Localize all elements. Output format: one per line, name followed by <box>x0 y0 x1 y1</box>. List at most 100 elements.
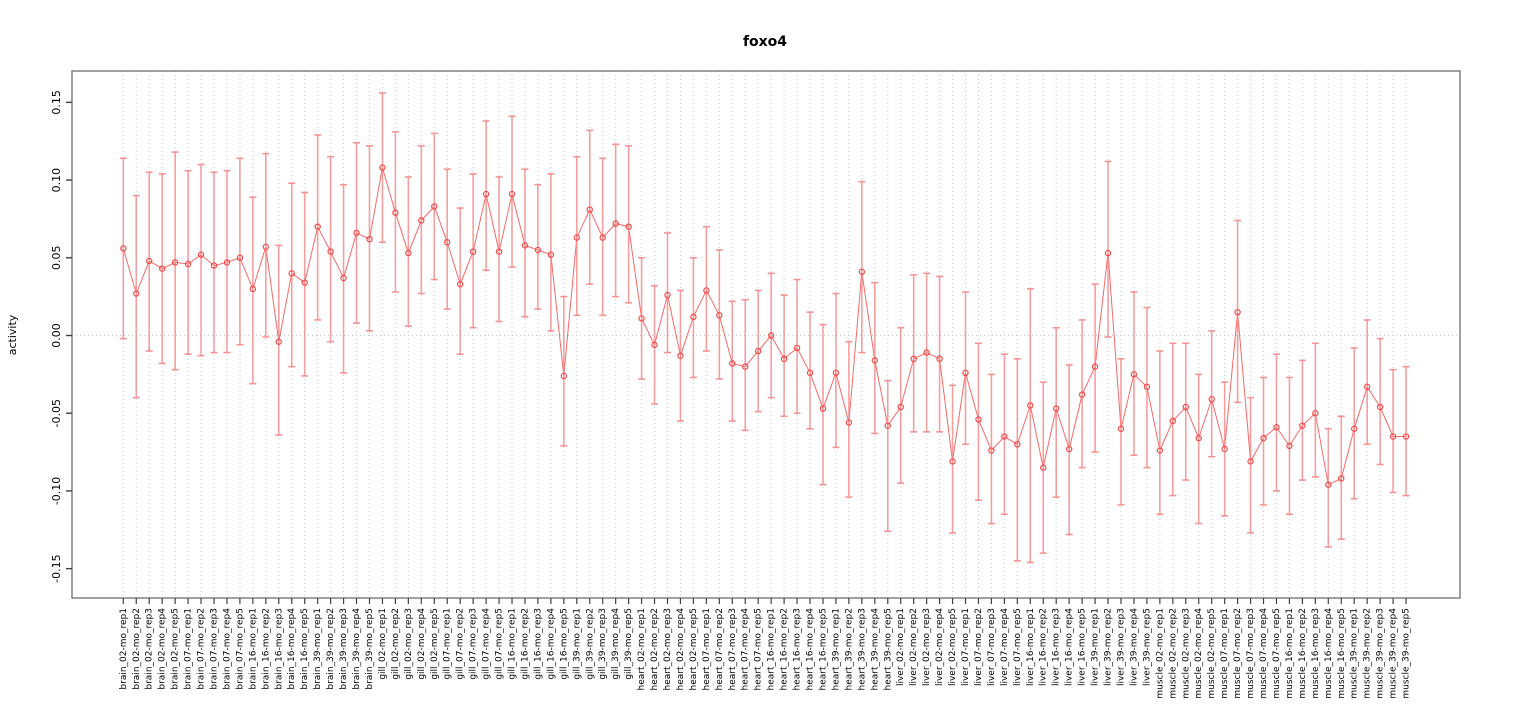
data-point <box>353 229 360 237</box>
data-point <box>780 355 788 363</box>
x-tick-label: gill_39-mo_rep4 <box>611 608 621 680</box>
data-point <box>612 220 619 227</box>
x-tick-label: gill_07-mo_rep1 <box>443 608 453 680</box>
x-tick-label: muscle_07-mo_rep3 <box>1246 608 1256 699</box>
x-tick-label: brain_39-mo_rep1 <box>313 608 323 690</box>
x-tick-label: heart_07-mo_rep3 <box>728 608 738 690</box>
data-point <box>1156 447 1164 454</box>
x-tick-label: liver_39-mo_rep4 <box>1129 608 1139 686</box>
x-tick-label: liver_39-mo_rep3 <box>1116 608 1126 686</box>
x-tick-label: heart_02-mo_rep4 <box>676 608 686 691</box>
x-tick-label: gill_02-mo_rep2 <box>391 608 401 680</box>
data-point <box>962 369 969 377</box>
data-point <box>1299 422 1306 429</box>
x-tick-label: muscle_07-mo_rep2 <box>1233 608 1243 699</box>
x-tick-label: brain_39-mo_rep2 <box>326 608 336 690</box>
data-point <box>301 279 308 286</box>
x-tick-label: heart_07-mo_rep2 <box>715 608 725 690</box>
data-point <box>508 190 516 198</box>
data-point <box>469 248 477 255</box>
data-point <box>158 265 166 272</box>
x-tick-label: gill_07-mo_rep3 <box>469 608 479 680</box>
x-tick-label: muscle_39-mo_rep3 <box>1376 608 1386 699</box>
data-point <box>146 257 153 265</box>
x-tick-label: liver_39-mo_rep2 <box>1104 608 1114 686</box>
grid-layer <box>72 71 1460 598</box>
x-tick-label: heart_07-mo_rep5 <box>754 608 764 690</box>
data-point <box>1351 425 1358 432</box>
data-point <box>495 248 503 255</box>
y-tick-label: 0.15 <box>50 90 63 115</box>
data-point <box>664 291 671 299</box>
x-tick-label: heart_39-mo_rep4 <box>870 608 880 691</box>
data-point <box>1091 363 1099 370</box>
data-point <box>1234 308 1241 316</box>
x-tick-label: gill_02-mo_rep3 <box>404 608 414 680</box>
y-axis-label: activity <box>6 314 19 355</box>
data-point <box>197 251 205 258</box>
data-point <box>806 369 814 377</box>
x-tick-label: muscle_16-mo_rep3 <box>1311 608 1321 699</box>
y-tick-label: 0.05 <box>50 246 63 271</box>
x-tick-label: brain_16-mo_rep3 <box>274 608 284 690</box>
y-tick-label: -0.15 <box>50 554 63 582</box>
data-point <box>1325 481 1332 488</box>
x-tick-label: gill_07-mo_rep2 <box>456 608 466 680</box>
x-tick-label: gill_39-mo_rep1 <box>572 608 582 680</box>
y-tick-label: 0.00 <box>50 323 63 348</box>
data-point <box>754 347 762 355</box>
data-point <box>767 332 775 339</box>
data-point <box>1286 442 1293 450</box>
data-point <box>1027 402 1034 409</box>
data-point <box>314 223 321 230</box>
data-point <box>1117 425 1125 432</box>
x-tick-label: liver_07-mo_rep1 <box>961 608 971 686</box>
x-tick-label: gill_16-mo_rep4 <box>546 608 556 680</box>
data-point <box>1208 396 1215 403</box>
data-point <box>703 287 710 294</box>
x-tick-label: muscle_39-mo_rep5 <box>1402 608 1412 699</box>
x-tick-label: liver_39-mo_rep1 <box>1091 608 1101 686</box>
data-point <box>418 217 425 224</box>
x-tick-label: gill_16-mo_rep2 <box>520 608 530 680</box>
x-tick-label: muscle_16-mo_rep2 <box>1298 608 1308 699</box>
data-point <box>560 372 568 380</box>
data-point <box>133 290 140 297</box>
data-point <box>729 360 736 367</box>
x-tick-label: brain_02-mo_rep2 <box>132 608 142 690</box>
x-tick-label: gill_16-mo_rep3 <box>533 608 543 680</box>
data-point <box>651 341 658 349</box>
x-tick-label: brain_07-mo_rep4 <box>222 608 232 690</box>
x-tick-label: muscle_16-mo_rep5 <box>1337 608 1347 699</box>
x-tick-label: brain_16-mo_rep4 <box>287 608 297 690</box>
data-point <box>456 281 464 288</box>
data-point <box>392 209 399 216</box>
data-point <box>521 242 529 249</box>
x-tick-label: heart_02-mo_rep2 <box>650 608 660 690</box>
data-point <box>1389 433 1397 440</box>
data-point <box>482 190 490 198</box>
x-tick-label: muscle_16-mo_rep4 <box>1324 608 1334 699</box>
x-tick-label: muscle_02-mo_rep3 <box>1181 608 1191 699</box>
data-point <box>366 235 373 243</box>
x-tick-label: liver_16-mo_rep1 <box>1026 608 1036 686</box>
x-tick-label: brain_39-mo_rep4 <box>352 608 362 690</box>
x-tick-label: liver_16-mo_rep2 <box>1039 608 1049 686</box>
y-tick-label: -0.05 <box>50 399 63 427</box>
x-tick-label: gill_07-mo_rep5 <box>495 608 505 680</box>
x-tick-label: heart_16-mo_rep2 <box>780 608 790 690</box>
data-point <box>1001 433 1008 440</box>
x-tick-label: heart_02-mo_rep3 <box>663 608 673 690</box>
x-tick-label: brain_16-mo_rep1 <box>248 608 258 690</box>
data-point <box>1312 410 1319 417</box>
data-point <box>936 355 943 363</box>
data-point <box>638 315 645 322</box>
x-tick-label: liver_39-mo_rep5 <box>1142 608 1152 686</box>
data-point <box>275 338 282 345</box>
data-point <box>625 223 632 230</box>
x-tick-label: brain_02-mo_rep5 <box>171 608 181 690</box>
data-point <box>444 239 451 246</box>
data-point <box>1053 405 1060 412</box>
data-point <box>677 352 684 359</box>
